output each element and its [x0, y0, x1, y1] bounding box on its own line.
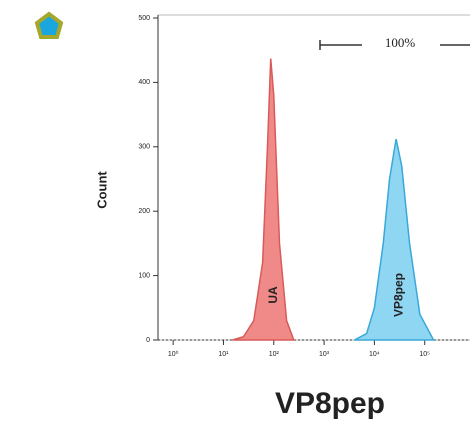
x-tick-label: 10⁵: [419, 351, 430, 358]
y-tick-label: 100: [138, 272, 150, 279]
y-tick-label: 500: [138, 15, 150, 22]
plot-frame: [157, 14, 470, 341]
histogram-area: [354, 138, 435, 341]
y-tick-label: 0: [146, 337, 150, 344]
y-tick-label: 400: [138, 79, 150, 86]
y-axis-label: Count: [94, 171, 109, 209]
annotation: 100%: [385, 35, 416, 50]
y-tick-label: 200: [138, 208, 150, 215]
x-tick-label: 10³: [319, 351, 330, 358]
x-tick-label: 10⁰: [168, 350, 179, 358]
x-tick-label: 10⁴: [369, 351, 380, 358]
x-tick-label: 10¹: [218, 351, 229, 358]
x-tick-label: 10²: [269, 351, 280, 358]
icon: [34, 11, 64, 39]
histogram-area: [232, 58, 295, 341]
series-label: UA: [266, 286, 280, 304]
series-label: VP8pep: [391, 273, 405, 317]
x-axis-label: VP8pep: [275, 387, 385, 420]
y-tick-label: 300: [138, 144, 150, 151]
